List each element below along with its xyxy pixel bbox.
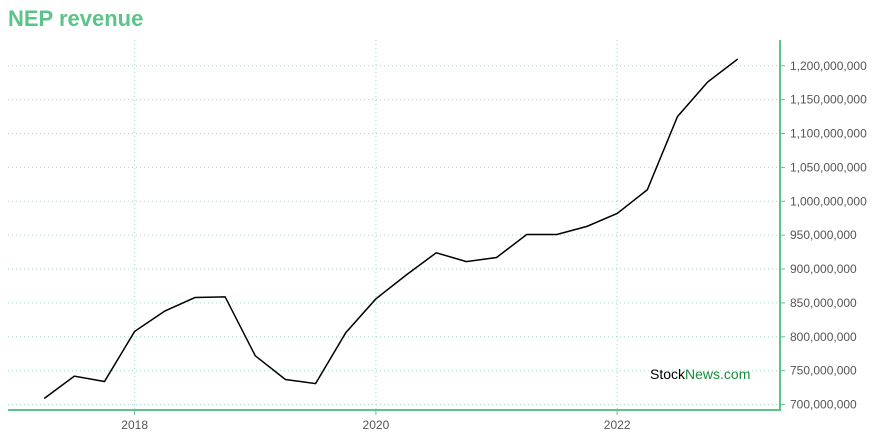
- chart-title: NEP revenue: [8, 6, 144, 31]
- data-points: [43, 58, 739, 400]
- y-tick-label: 1,100,000,000: [790, 127, 867, 141]
- x-tick-label: 2022: [604, 418, 631, 432]
- watermark: StockNews.com: [650, 366, 750, 382]
- x-axis-ticks: 2018 2020 2022: [121, 410, 631, 432]
- y-tick-label: 900,000,000: [790, 262, 857, 276]
- y-tick-label: 1,050,000,000: [790, 160, 867, 174]
- grid-lines: [8, 40, 780, 410]
- y-tick-label: 1,150,000,000: [790, 93, 867, 107]
- x-tick-label: 2018: [121, 418, 148, 432]
- watermark-news: News: [685, 366, 720, 382]
- y-tick-label: 850,000,000: [790, 296, 857, 310]
- y-tick-label: 800,000,000: [790, 330, 857, 344]
- y-axis-ticks: 700,000,000 750,000,000 800,000,000 850,000…: [780, 59, 867, 412]
- y-tick-label: 1,000,000,000: [790, 194, 867, 208]
- revenue-series-line: [43, 58, 739, 400]
- y-tick-label: 700,000,000: [790, 398, 857, 412]
- x-tick-label: 2020: [363, 418, 390, 432]
- axes: [8, 40, 781, 411]
- watermark-stock: Stock: [650, 366, 686, 382]
- watermark-dotcom: .com: [720, 366, 750, 382]
- y-tick-label: 950,000,000: [790, 228, 857, 242]
- y-tick-label: 750,000,000: [790, 364, 857, 378]
- y-tick-label: 1,200,000,000: [790, 59, 867, 73]
